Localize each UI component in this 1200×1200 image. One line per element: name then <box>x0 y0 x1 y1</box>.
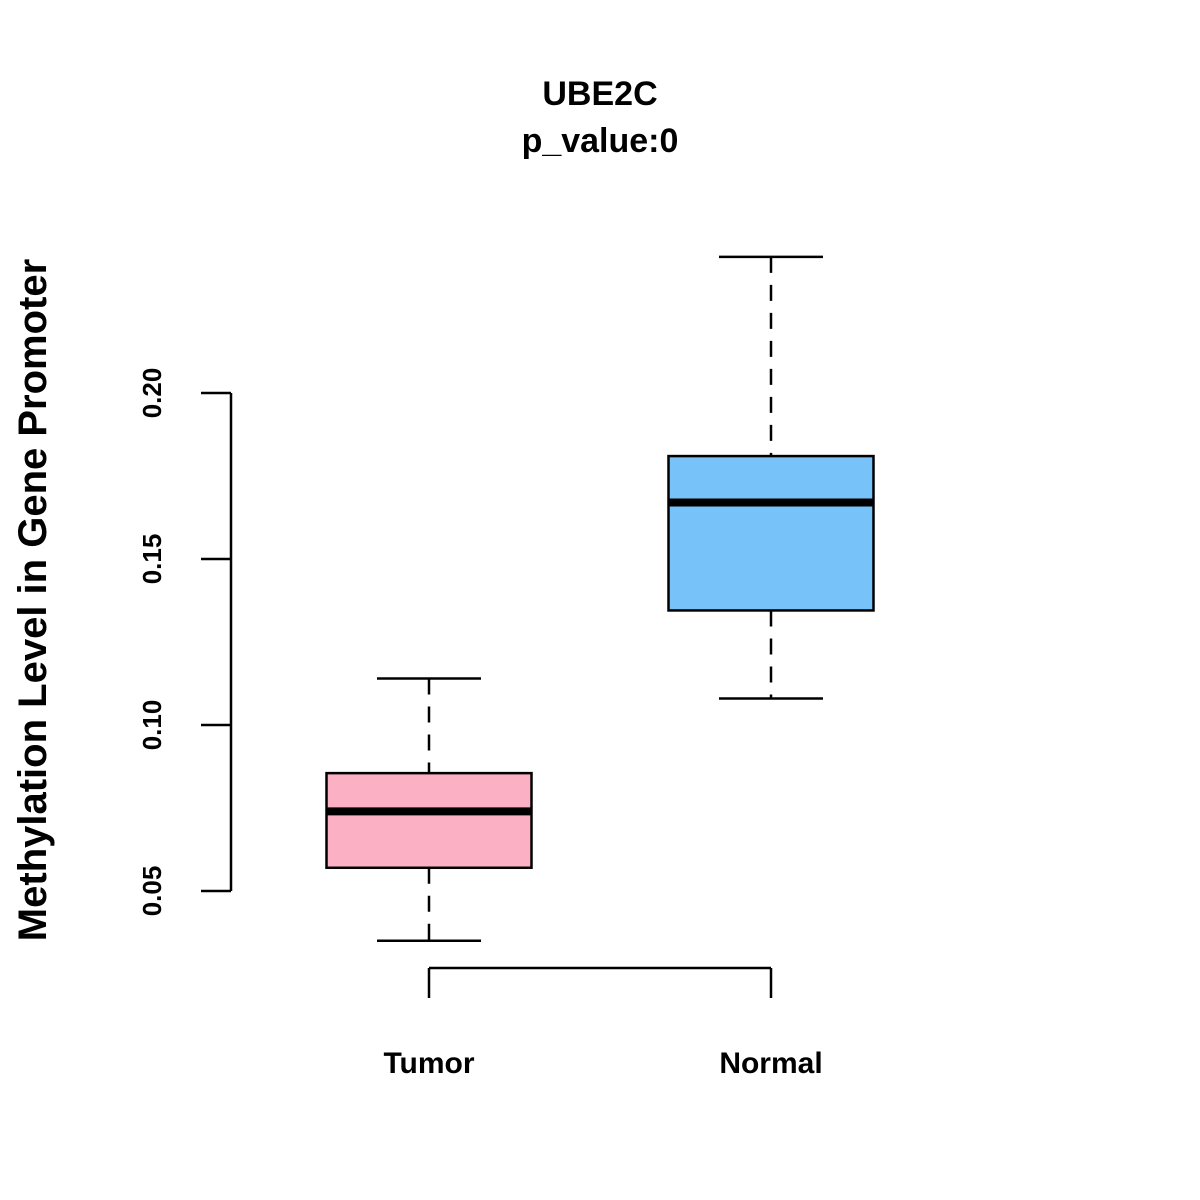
boxes <box>325 255 875 943</box>
y-tick-label: 0.15 <box>137 534 167 585</box>
iqr-box <box>325 771 533 870</box>
y-tick-label: 0.20 <box>137 368 167 419</box>
iqr-box <box>667 454 875 612</box>
y-tick-label: 0.05 <box>137 866 167 917</box>
x-tick-label: Normal <box>719 1047 822 1080</box>
box-tumor <box>325 677 533 943</box>
chart-subtitle: p_value:0 <box>522 122 679 160</box>
y-axis: 0.05 0.10 0.15 0.20 <box>137 368 233 917</box>
x-axis: Tumor Normal <box>383 966 823 1080</box>
chart-title: UBE2C <box>542 75 657 113</box>
x-tick-label: Tumor <box>383 1047 474 1080</box>
box-normal <box>667 255 875 700</box>
y-tick-label: 0.10 <box>137 700 167 751</box>
y-axis-label: Methylation Level in Gene Promoter <box>11 259 55 941</box>
